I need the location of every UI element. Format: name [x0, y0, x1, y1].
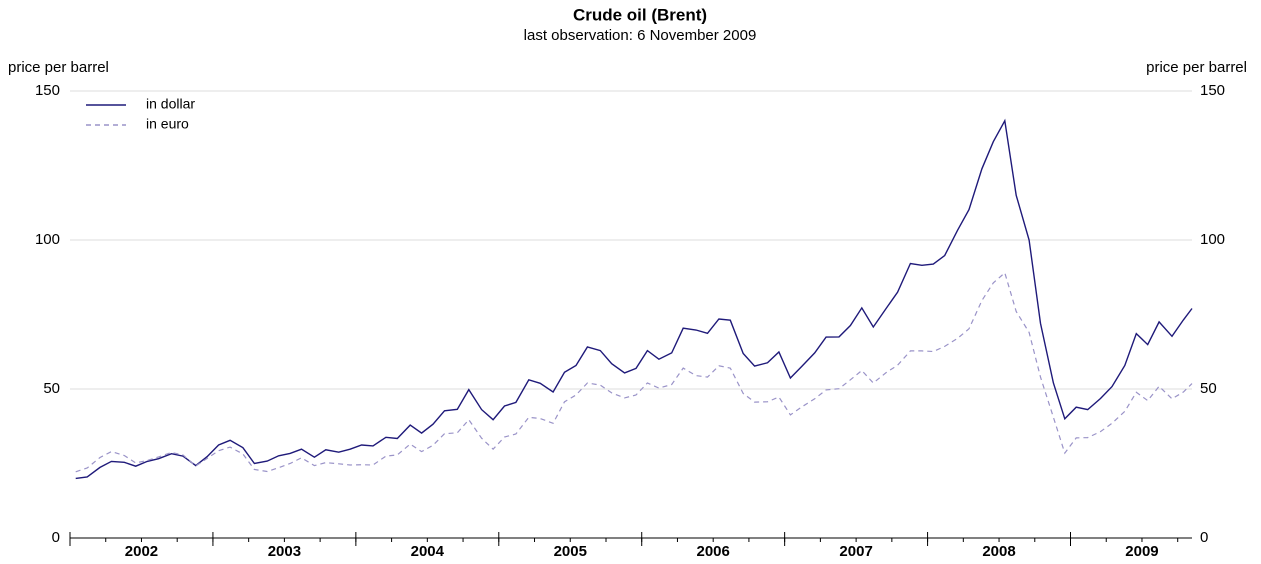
- y-tick-label: 150: [35, 82, 60, 99]
- x-tick-label: 2003: [268, 543, 301, 560]
- x-tick-label: 2008: [982, 543, 1015, 560]
- x-tick-label: 2009: [1125, 543, 1158, 560]
- y2-tick-label: 100: [1200, 231, 1225, 248]
- y-tick-label: 0: [52, 529, 60, 546]
- legend-label: in euro: [146, 116, 189, 132]
- y-tick-label: 100: [35, 231, 60, 248]
- chart-subtitle: last observation: 6 November 2009: [524, 27, 757, 44]
- chart-title: Crude oil (Brent): [573, 5, 707, 24]
- y-tick-label: 50: [43, 380, 60, 397]
- line-series: [75, 271, 1193, 473]
- x-tick-label: 2005: [554, 543, 587, 560]
- y2-tick-label: 150: [1200, 82, 1225, 99]
- legend-label: in dollar: [146, 96, 195, 112]
- x-tick-label: 2002: [125, 543, 158, 560]
- y2-axis-label: price per barrel: [1146, 59, 1247, 76]
- line-series: [75, 118, 1193, 480]
- x-tick-label: 2004: [411, 543, 445, 560]
- x-tick-label: 2006: [696, 543, 729, 560]
- y-axis-label: price per barrel: [8, 59, 109, 76]
- x-tick-label: 2007: [839, 543, 872, 560]
- y2-tick-label: 0: [1200, 529, 1208, 546]
- y2-tick-label: 50: [1200, 380, 1217, 397]
